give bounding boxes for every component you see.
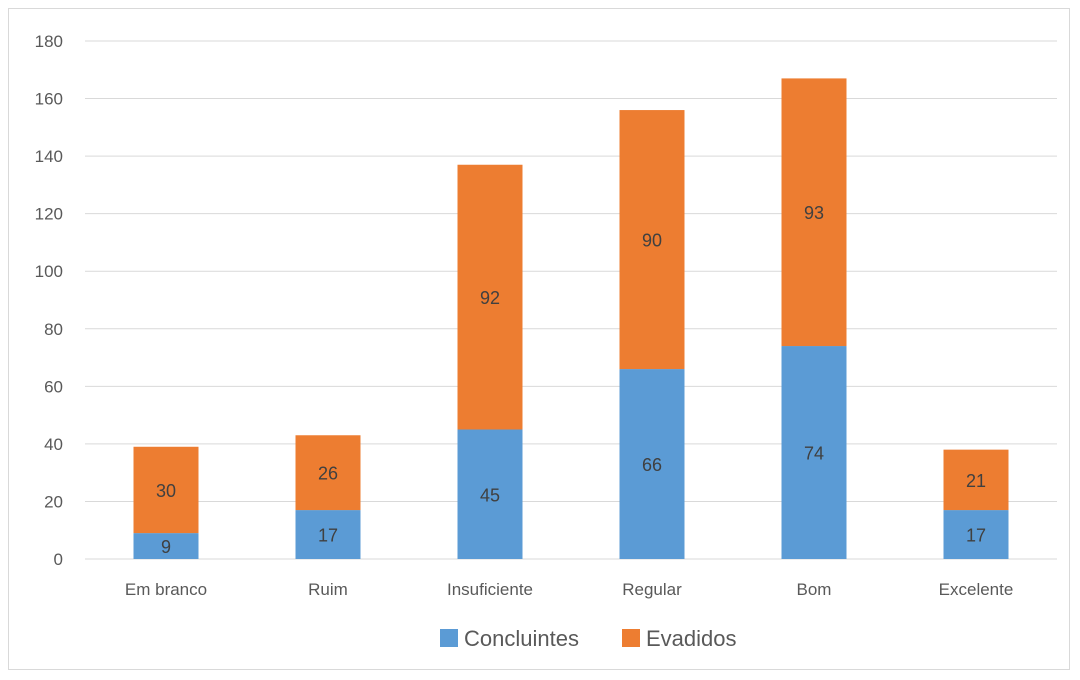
bar-evadidos-excelente bbox=[943, 449, 1009, 511]
x-tick-label: Regular bbox=[622, 580, 682, 599]
data-label: 45 bbox=[480, 485, 500, 505]
legend-label-concluintes: Concluintes bbox=[464, 626, 579, 651]
bars bbox=[133, 78, 1009, 559]
bar-evadidos-insuficiente bbox=[457, 164, 523, 430]
bar-concluintes-bom bbox=[781, 346, 847, 559]
bar-concluintes-excelente bbox=[943, 510, 1009, 559]
y-tick-label: 100 bbox=[35, 262, 63, 281]
chart-frame: 0 20 40 60 80 100 120 140 160 180 9 30 17 26 45 92 66 90… bbox=[8, 8, 1070, 670]
legend-swatch-concluintes bbox=[440, 629, 458, 647]
data-label: 17 bbox=[966, 526, 986, 546]
bar-concluintes-em-branco bbox=[133, 533, 199, 559]
gridlines bbox=[85, 40, 1057, 560]
legend: Concluintes Evadidos bbox=[440, 626, 737, 651]
data-labels: 9 30 17 26 45 92 66 90 74 93 17 21 bbox=[156, 203, 986, 557]
bar-concluintes-ruim bbox=[295, 510, 361, 559]
legend-label-evadidos: Evadidos bbox=[646, 626, 737, 651]
stacked-bar-chart: 0 20 40 60 80 100 120 140 160 180 9 30 17 26 45 92 66 90… bbox=[35, 32, 1057, 651]
data-label: 92 bbox=[480, 288, 500, 308]
data-label: 30 bbox=[156, 481, 176, 501]
y-tick-label: 20 bbox=[44, 492, 63, 511]
x-tick-label: Excelente bbox=[939, 580, 1014, 599]
data-label: 93 bbox=[804, 203, 824, 223]
data-label: 26 bbox=[318, 464, 338, 484]
y-tick-label: 120 bbox=[35, 205, 63, 224]
y-tick-label: 80 bbox=[44, 320, 63, 339]
data-label: 17 bbox=[318, 526, 338, 546]
data-label: 66 bbox=[642, 455, 662, 475]
bar-evadidos-regular bbox=[619, 110, 685, 370]
x-tick-label: Em branco bbox=[125, 580, 207, 599]
y-tick-label: 160 bbox=[35, 90, 63, 109]
y-tick-label: 0 bbox=[54, 550, 63, 569]
data-label: 21 bbox=[966, 471, 986, 491]
x-tick-label: Insuficiente bbox=[447, 580, 533, 599]
data-label: 74 bbox=[804, 444, 824, 464]
bar-evadidos-em-branco bbox=[133, 446, 199, 534]
bar-evadidos-bom bbox=[781, 78, 847, 347]
y-tick-label: 40 bbox=[44, 435, 63, 454]
x-tick-label: Bom bbox=[797, 580, 832, 599]
x-axis-ticks: Em branco Ruim Insuficiente Regular Bom Excel… bbox=[125, 580, 1013, 599]
data-label: 90 bbox=[642, 231, 662, 251]
y-tick-label: 140 bbox=[35, 147, 63, 166]
y-tick-label: 60 bbox=[44, 377, 63, 396]
legend-swatch-evadidos bbox=[622, 629, 640, 647]
x-tick-label: Ruim bbox=[308, 580, 348, 599]
data-label: 9 bbox=[161, 537, 171, 557]
y-tick-label: 180 bbox=[35, 32, 63, 51]
bar-concluintes-regular bbox=[619, 369, 685, 559]
y-axis-ticks: 0 20 40 60 80 100 120 140 160 180 bbox=[35, 32, 63, 569]
bar-evadidos-ruim bbox=[295, 435, 361, 511]
bar-concluintes-insuficiente bbox=[457, 429, 523, 559]
